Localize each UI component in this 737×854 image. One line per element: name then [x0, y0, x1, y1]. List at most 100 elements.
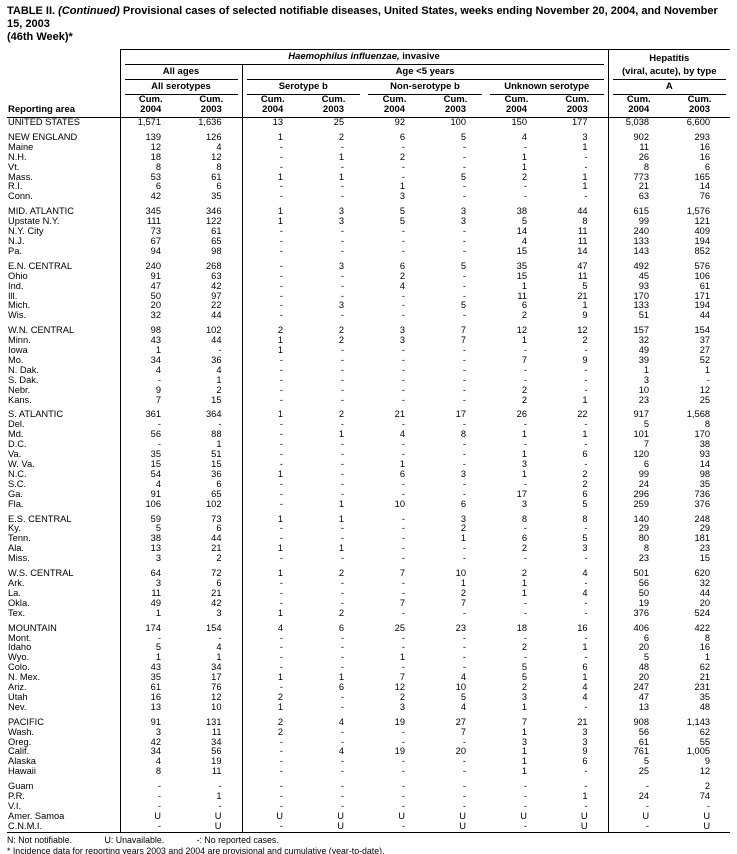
table-row: Okla. 49 42 - - 7 7 - - 19 20	[7, 598, 730, 609]
value-cell: -	[523, 479, 527, 489]
value-cell: 42	[211, 281, 222, 291]
value-cell: -	[241, 499, 303, 510]
value-cell	[119, 321, 181, 327]
value-cell: U	[337, 821, 344, 831]
value-cell: -	[340, 702, 344, 712]
value-cell: -	[241, 524, 303, 535]
value-cell: 2	[338, 326, 344, 336]
table-row: Iowa 1 - 1 - - - - - 49 27	[7, 346, 730, 356]
value-cell: 3	[460, 469, 466, 479]
value-cell: 7	[399, 673, 405, 683]
value-cell: -	[241, 271, 303, 282]
value-cell: 140	[607, 514, 670, 525]
value-cell: 2	[521, 395, 527, 405]
value-cell: 5	[607, 757, 670, 768]
spacer-row	[7, 321, 730, 327]
value-cell: -	[584, 346, 588, 356]
value-cell: 5	[460, 132, 466, 142]
value-cell: 4	[582, 588, 588, 598]
value-cell: -	[401, 757, 405, 767]
value-cell: 3	[399, 326, 405, 336]
value-cell: 6	[399, 261, 405, 271]
value-cell: 16	[699, 643, 711, 653]
reporting-area-cell: N. Mex.	[8, 673, 41, 683]
value-cell: -	[241, 747, 303, 758]
value-cell: 1,571	[119, 117, 181, 128]
value-cell: -	[218, 633, 222, 643]
value-cell	[119, 127, 181, 133]
value-cell: 63	[211, 271, 222, 281]
value-cell: U	[580, 821, 588, 831]
value-cell: 6	[521, 534, 527, 544]
table-row: Ill. 50 97 - - - - 11 21 170 171	[7, 291, 730, 302]
value-cell: 1	[582, 430, 588, 440]
value-cell: -	[401, 544, 405, 554]
reporting-area-cell: N. Dak.	[8, 365, 39, 375]
value-cell: 3	[460, 217, 466, 227]
value-cell: 194	[694, 236, 711, 246]
value-cell: -	[462, 420, 466, 430]
value-cell: -	[462, 385, 466, 395]
value-cell: 38	[516, 207, 527, 217]
value-cell: 902	[607, 132, 670, 143]
value-cell: 5	[607, 420, 670, 431]
reporting-area-cell: Wash.	[8, 727, 35, 737]
value-cell: -	[523, 554, 527, 564]
value-cell: 2	[241, 717, 303, 728]
value-cell: 100	[450, 117, 466, 128]
value-cell: -	[401, 534, 405, 544]
value-cell: 36	[211, 355, 222, 365]
value-cell: 9	[582, 355, 588, 365]
value-cell: -	[340, 737, 344, 747]
value-cell: 170	[694, 430, 711, 440]
value-cell: 36	[211, 469, 222, 479]
reporting-area-cell: PACIFIC	[8, 717, 44, 727]
value-cell: 5	[460, 172, 466, 182]
value-cell: -	[340, 385, 344, 395]
value-cell: 8	[460, 430, 466, 440]
value-cell: -	[462, 782, 466, 792]
value-cell: 12	[394, 683, 405, 693]
table-row: Fla. 106 102-1 10 6 3 5 259 376	[7, 499, 730, 510]
value-cell: -	[241, 365, 303, 376]
value-cell: 42	[211, 598, 222, 608]
value-cell: 6	[582, 489, 588, 499]
value-cell: 19	[394, 747, 405, 757]
value-cell: -	[241, 152, 303, 163]
value-cell: -	[340, 479, 344, 489]
table-row: PACIFIC 91 131 2 4 19 27 7 21 908 1,143	[7, 717, 730, 728]
value-cell: -	[241, 792, 303, 802]
value-cell: -	[241, 311, 303, 322]
value-cell: U	[119, 811, 181, 822]
value-cell: 7	[399, 598, 405, 608]
value-cell: -	[584, 524, 588, 534]
value-cell: -	[462, 227, 466, 237]
value-cell: -	[462, 479, 466, 489]
value-cell	[241, 256, 303, 262]
value-cell: 47	[577, 261, 588, 271]
value-cell: 4	[460, 673, 466, 683]
value-cell: 56	[119, 430, 181, 441]
table-row: Vt. 8 8 - - - - 1 - 8 6	[7, 162, 730, 173]
value-cell: 154	[205, 623, 222, 633]
value-cell: -	[340, 792, 344, 802]
value-cell: 2	[460, 524, 466, 534]
value-cell: -	[584, 578, 588, 588]
value-cell: -	[119, 420, 181, 431]
value-cell: -	[340, 588, 344, 598]
value-cell: -	[119, 375, 181, 386]
value-cell: 19	[607, 598, 670, 609]
value-cell: -	[462, 554, 466, 564]
reporting-area-cell: D.C.	[8, 440, 27, 450]
value-cell: 7	[460, 598, 466, 608]
value-cell: 620	[694, 569, 711, 579]
value-cell: -	[401, 291, 405, 301]
value-cell: 2	[704, 782, 711, 792]
value-cell: 143	[607, 246, 670, 257]
value-cell: 1	[460, 578, 466, 588]
value-cell: 1	[582, 643, 588, 653]
value-cell: 126	[205, 132, 222, 142]
table-row: Utah 16 12 2 - 2 5 3 4 47 35	[7, 692, 730, 703]
value-cell: 6	[399, 132, 405, 142]
value-cell: 773	[607, 172, 670, 183]
